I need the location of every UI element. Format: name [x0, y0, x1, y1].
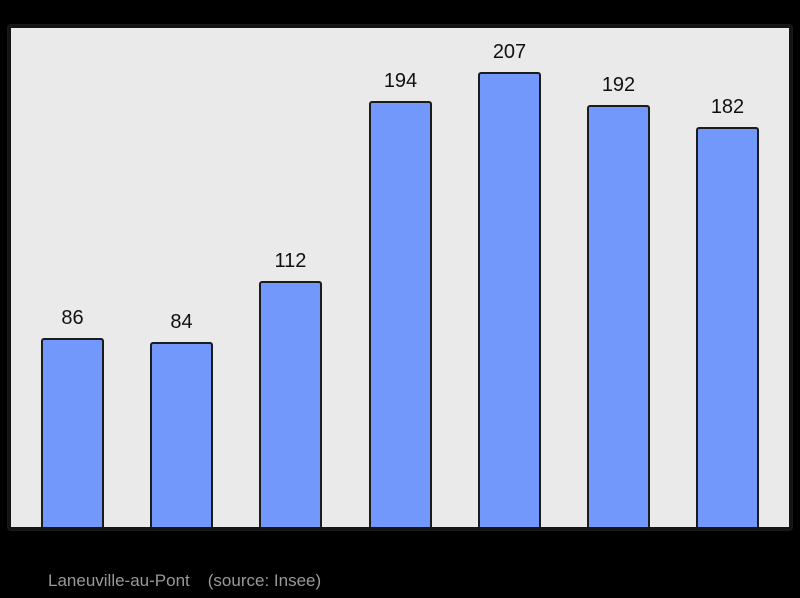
bar — [369, 101, 432, 527]
bar-value-label: 182 — [710, 96, 745, 118]
caption-place: Laneuville-au-Pont — [48, 571, 190, 590]
caption-source: (source: Insee) — [207, 571, 322, 590]
chart-frame: 86 84 112 194 207 192 182 — [7, 24, 793, 531]
bar-value-label: 86 — [61, 307, 84, 329]
bar — [696, 127, 759, 527]
bar-value-label: 112 — [274, 250, 307, 272]
bar — [478, 72, 541, 527]
bar-value-label: 84 — [170, 311, 193, 333]
bar-value-label: 192 — [601, 74, 636, 96]
bar-value-label: 207 — [492, 41, 527, 63]
bar-value-label: 194 — [383, 70, 418, 92]
bar — [41, 338, 104, 527]
bar — [259, 281, 322, 527]
plot-area: 86 84 112 194 207 192 182 — [11, 28, 789, 527]
caption: Laneuville-au-Pont (source: Insee) — [48, 571, 321, 591]
bar — [587, 105, 650, 527]
bar — [150, 342, 213, 527]
